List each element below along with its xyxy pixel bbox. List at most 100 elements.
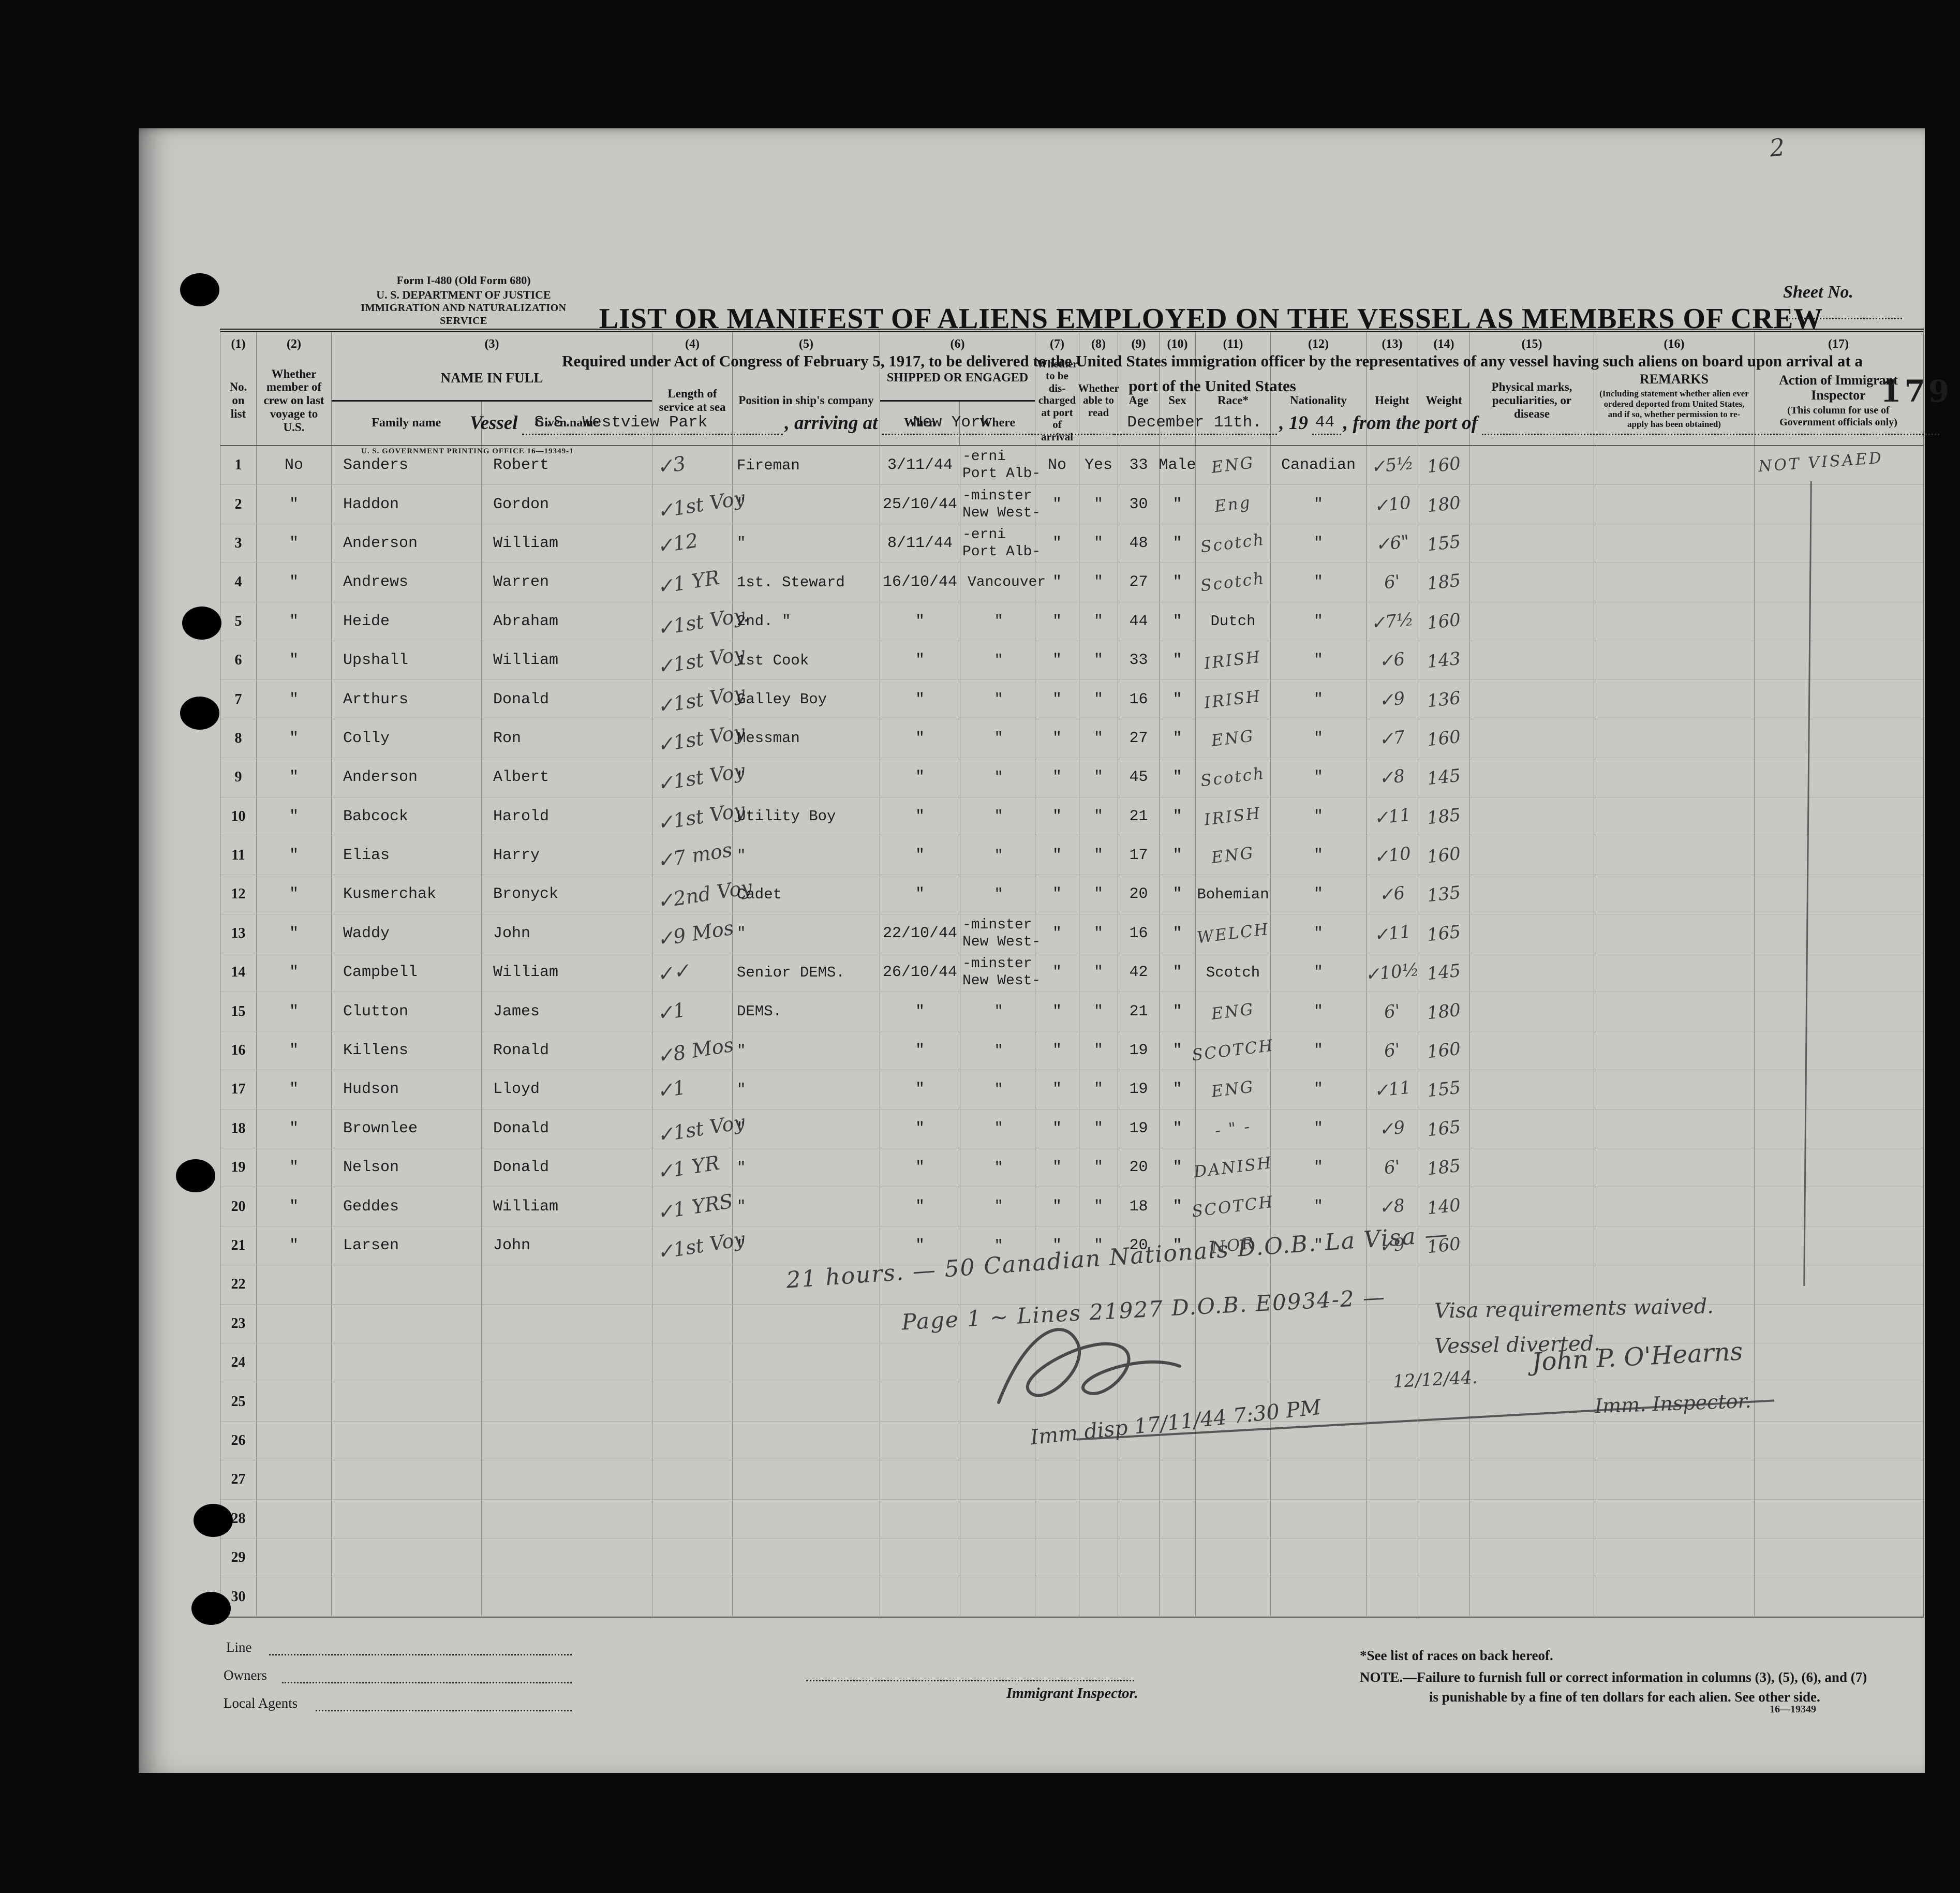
cell-row-number: 29 [220, 1538, 257, 1577]
cell-nationality: " [1271, 485, 1367, 524]
cell-able-to-read [1079, 1265, 1118, 1304]
cell-age: 18 [1118, 1187, 1160, 1226]
cell-able-to-read: " [1079, 1109, 1118, 1148]
cell-service-length: ✓8 Mos [652, 1031, 735, 1070]
cell-service-length [652, 1460, 733, 1499]
cell-sex [1160, 1460, 1196, 1499]
cell-able-to-read [1079, 1304, 1118, 1343]
vessel-label: Vessel [470, 412, 518, 434]
cell-position: Messman [733, 719, 880, 758]
col-header-height: Height [1367, 356, 1418, 445]
cell-position [733, 1577, 880, 1616]
cell-able-to-read: " [1079, 953, 1118, 992]
col-header-discharged: Whether to be dis-charged at port of arr… [1035, 356, 1079, 445]
cell-given-name [482, 1421, 652, 1460]
line-label: Line [226, 1639, 252, 1655]
cell-discharge-flag [1035, 1421, 1079, 1460]
cell-height: ✓10 [1367, 836, 1418, 875]
cell-family-name [332, 1421, 482, 1460]
cell-family-name: Upshall [332, 641, 482, 680]
cell-service-length [652, 1265, 733, 1304]
punch-hole [180, 697, 219, 730]
local-agents-blank [316, 1710, 572, 1711]
cell-able-to-read: " [1079, 485, 1118, 524]
cell-nationality [1271, 1577, 1367, 1616]
cell-race [1196, 1343, 1271, 1382]
cell-nationality: " [1271, 1070, 1367, 1109]
cell-row-number: 12 [220, 875, 257, 914]
cell-weight [1418, 1421, 1470, 1460]
cell-able-to-read: " [1079, 1031, 1118, 1070]
cell-service-length: ✓✓ [652, 953, 733, 992]
cell-inspector-action [1755, 953, 1922, 992]
cell-able-to-read: " [1079, 797, 1118, 836]
cell-height [1367, 1499, 1418, 1538]
cell-remarks [1594, 1148, 1755, 1187]
cell-age: 20 [1118, 875, 1160, 914]
cell-shipped-where: " [960, 1226, 1035, 1265]
cell-remarks [1594, 1070, 1755, 1109]
cell-given-name: Donald [482, 1109, 652, 1148]
cell-shipped-when: " [880, 1070, 960, 1109]
cell-family-name [332, 1265, 482, 1304]
cell-shipped-when: 16/10/44 [880, 563, 960, 602]
cell-sex [1160, 1382, 1196, 1421]
cell-shipped-when: " [880, 1148, 960, 1187]
col-header-physical-marks: Physical marks, peculiarities, or diseas… [1470, 356, 1594, 445]
cell-service-length: ✓1 YR [652, 563, 733, 602]
cell-inspector-action [1755, 836, 1922, 875]
col-num-6: (6) [880, 332, 1035, 356]
cell-discharge-flag: " [1035, 1031, 1079, 1070]
cell-race: Scotch [1196, 758, 1271, 797]
cell-nationality: " [1271, 1226, 1367, 1265]
immigrant-inspector-label: Immigrant Inspector. [1006, 1685, 1138, 1702]
punch-hole [180, 273, 219, 306]
cell-service-length: ✓2nd Voy [652, 875, 754, 914]
cell-inspector-action [1755, 1422, 1922, 1460]
cell-height: ✓7½ [1367, 602, 1418, 641]
col-header-inspector-action: Action of Immigrant Inspector (This colu… [1755, 356, 1922, 445]
cell-sex: Male [1159, 446, 1196, 485]
shipped-engaged-title: SHIPPED OR ENGAGED [880, 356, 1035, 402]
arrival-date-value: December 11th. [1115, 413, 1278, 435]
col-header-age: Age [1118, 356, 1160, 445]
cell-family-name: Waddy [332, 914, 482, 953]
cell-shipped-where: " [960, 797, 1035, 836]
manifest-row: 20 " Geddes William ✓1 YRS " " " " " 18 " SCOTCH " ✓8 1… [220, 1187, 1923, 1226]
cell-weight: 160 [1418, 836, 1470, 875]
cell-service-length: ✓1 [652, 1070, 733, 1109]
cell-family-name: Larsen [332, 1226, 482, 1265]
punch-hole [182, 607, 221, 640]
cell-remarks [1594, 1187, 1755, 1226]
cell-inspector-action [1755, 1460, 1922, 1499]
cell-row-number: 8 [220, 719, 257, 758]
remarks-subnote: (Including statement whether alien ever … [1599, 389, 1749, 430]
cell-shipped-where: Vancouver [960, 563, 1046, 602]
cell-given-name: Lloyd [482, 1070, 652, 1109]
cell-discharge-flag: No [1035, 446, 1079, 485]
cell-position: Cadet [733, 875, 880, 914]
cell-sex [1160, 1499, 1196, 1538]
cell-height: ✓8 [1367, 758, 1418, 797]
cell-position: " [733, 1226, 880, 1265]
cell-crew-member-flag: " [257, 641, 332, 680]
cell-service-length: ✓1st Voy [652, 758, 747, 797]
cell-row-number: 25 [220, 1382, 257, 1421]
cell-race: DANISH [1193, 1148, 1273, 1187]
cell-race: WELCH [1196, 914, 1271, 953]
manifest-row: 30 [220, 1577, 1923, 1617]
cell-family-name [332, 1577, 482, 1616]
cell-position: 2nd. " [733, 602, 880, 641]
cell-inspector-action [1755, 719, 1922, 758]
cell-race: ENG [1196, 836, 1271, 875]
cell-family-name: Kusmerchak [332, 875, 482, 914]
cell-nationality: " [1271, 914, 1367, 953]
cell-race: Eng [1196, 485, 1271, 524]
cell-sex: " [1160, 1148, 1196, 1187]
cell-service-length: ✓1 [652, 992, 733, 1031]
cell-age: 20 [1118, 1148, 1160, 1187]
cell-row-number: 17 [220, 1070, 257, 1109]
cell-crew-member-flag [257, 1538, 332, 1577]
cell-nationality: " [1271, 641, 1367, 680]
